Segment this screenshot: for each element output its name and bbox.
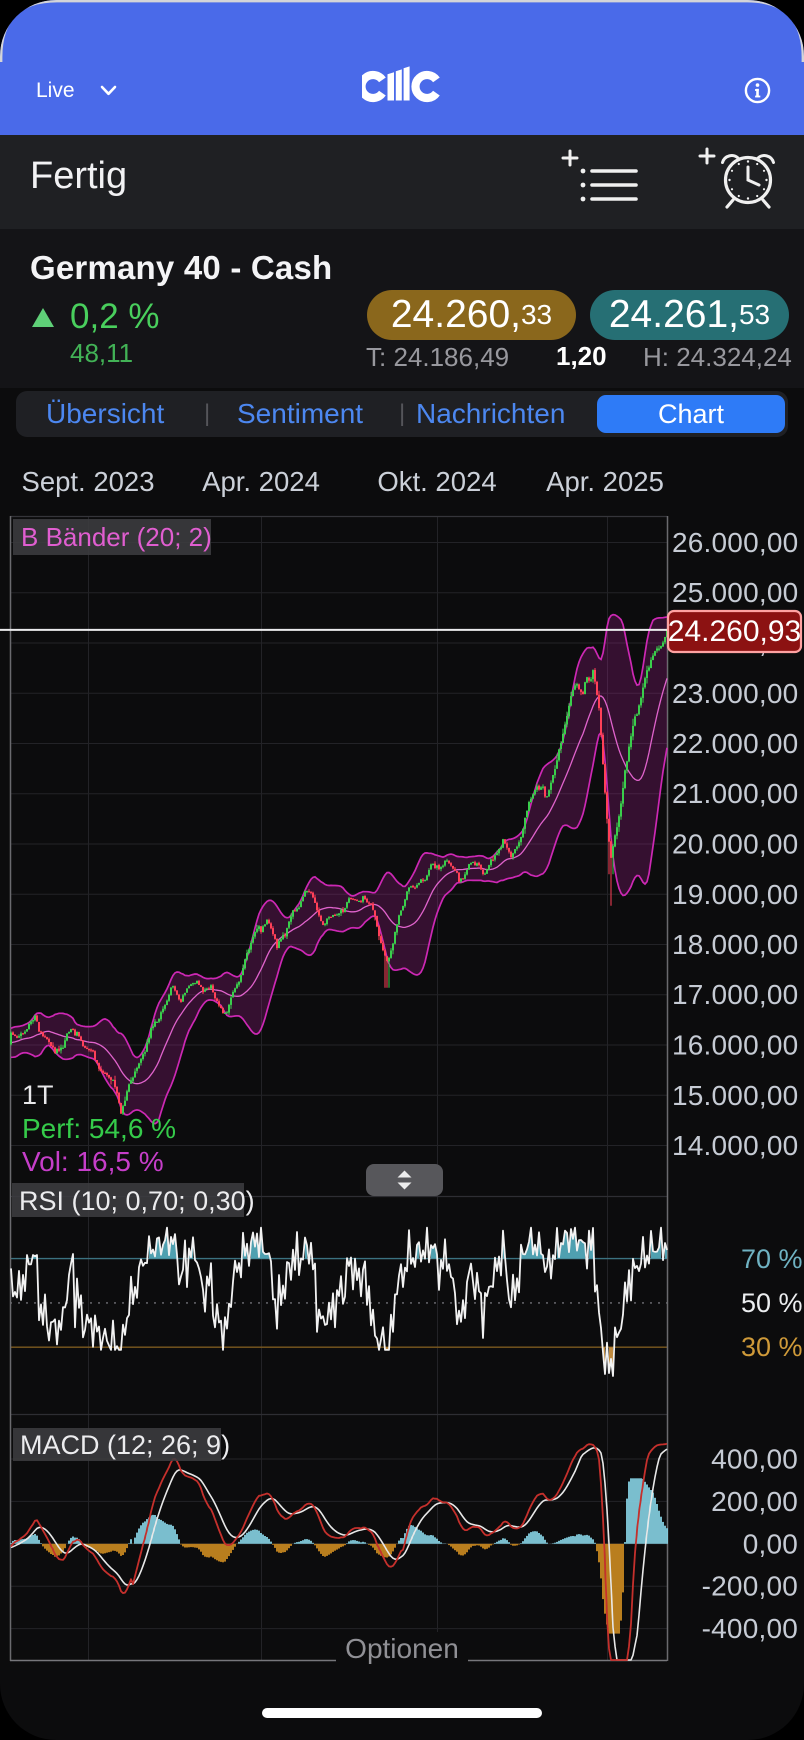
- svg-text:-200,00: -200,00: [702, 1571, 798, 1602]
- svg-text:50 %: 50 %: [741, 1288, 803, 1318]
- svg-text:1T: 1T: [22, 1080, 54, 1110]
- svg-text:17.000,00: 17.000,00: [672, 979, 798, 1010]
- svg-text:19.000,00: 19.000,00: [672, 879, 798, 910]
- svg-text:21.000,00: 21.000,00: [672, 778, 798, 809]
- svg-text:MACD (12; 26; 9): MACD (12; 26; 9): [20, 1430, 230, 1460]
- svg-text:Optionen: Optionen: [345, 1633, 459, 1664]
- svg-text:200,00: 200,00: [711, 1486, 798, 1517]
- svg-text:Vol: 16,5 %: Vol: 16,5 %: [22, 1146, 164, 1177]
- svg-text:Apr. 2025: Apr. 2025: [546, 466, 664, 497]
- svg-text:B Bänder (20; 2): B Bänder (20; 2): [21, 522, 212, 552]
- svg-text:22.000,00: 22.000,00: [672, 728, 798, 759]
- svg-text:Sept. 2023: Sept. 2023: [21, 466, 154, 497]
- svg-text:20.000,00: 20.000,00: [672, 829, 798, 860]
- svg-text:18.000,00: 18.000,00: [672, 929, 798, 960]
- svg-text:Perf: 54,6 %: Perf: 54,6 %: [22, 1113, 176, 1144]
- svg-text:70 %: 70 %: [741, 1244, 803, 1274]
- svg-text:25.000,00: 25.000,00: [672, 577, 798, 608]
- svg-text:23.000,00: 23.000,00: [672, 678, 798, 709]
- svg-text:Apr. 2024: Apr. 2024: [202, 466, 320, 497]
- svg-text:Okt. 2024: Okt. 2024: [377, 466, 496, 497]
- svg-text:400,00: 400,00: [711, 1444, 798, 1475]
- svg-text:16.000,00: 16.000,00: [672, 1030, 798, 1061]
- svg-text:26.000,00: 26.000,00: [672, 527, 798, 558]
- svg-text:0,00: 0,00: [743, 1528, 798, 1559]
- svg-text:-400,00: -400,00: [702, 1613, 798, 1644]
- svg-text:30 %: 30 %: [741, 1332, 803, 1362]
- svg-text:RSI (10; 0,70; 0,30): RSI (10; 0,70; 0,30): [19, 1186, 255, 1216]
- svg-text:14.000,00: 14.000,00: [672, 1130, 798, 1161]
- svg-text:15.000,00: 15.000,00: [672, 1080, 798, 1111]
- svg-text:24.260,93: 24.260,93: [668, 615, 801, 648]
